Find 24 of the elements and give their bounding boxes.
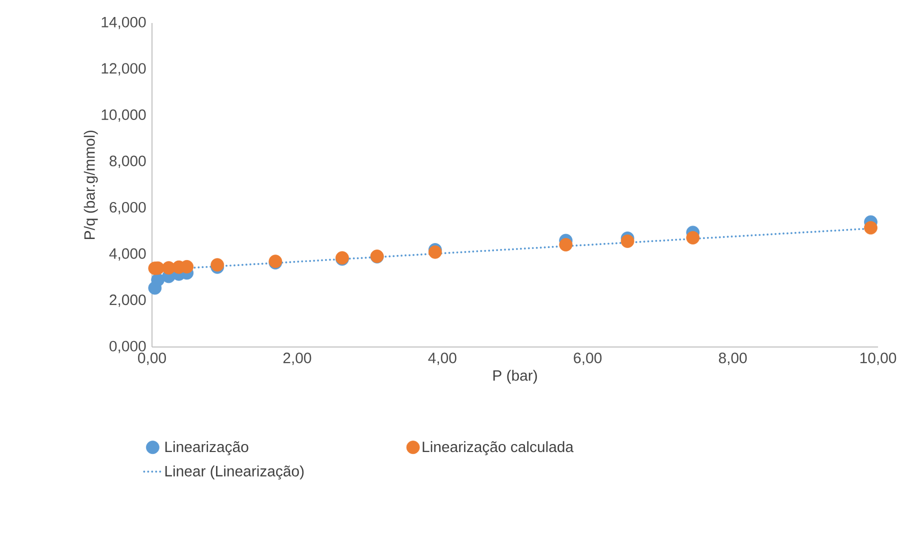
- legend-label: Linearização calculada: [422, 441, 574, 456]
- point: [428, 245, 442, 259]
- legend-label: Linear (Linearização): [165, 465, 304, 480]
- x-tick-label: 10,00: [860, 352, 896, 365]
- point: [620, 234, 634, 248]
- x-tick-label: 4,00: [428, 352, 456, 365]
- y-tick-label: 6,000: [110, 202, 146, 214]
- y-tick-label: 4,000: [109, 248, 146, 261]
- x-tick-label: 6,00: [574, 352, 602, 365]
- y-tick-label: 2,000: [110, 294, 146, 307]
- y-axis-title: P/q (bar.g/mmol): [84, 130, 98, 240]
- x-tick-label: 8,00: [718, 352, 747, 365]
- x-axis-title: P (bar): [493, 370, 537, 384]
- point: [686, 231, 700, 244]
- point: [864, 221, 878, 235]
- y-tick-label: 8,000: [110, 156, 146, 168]
- y-tick-label: 14,000: [102, 16, 146, 30]
- legend-label: Linearização: [165, 441, 248, 456]
- x-tick-label: 0,00: [138, 352, 166, 365]
- y-tick-label: 12,000: [102, 63, 146, 76]
- y-tick-label: 0,000: [110, 340, 146, 354]
- x-tick-label: 2,00: [283, 352, 312, 365]
- y-tick-label: 10,000: [102, 109, 146, 122]
- point: [559, 238, 573, 252]
